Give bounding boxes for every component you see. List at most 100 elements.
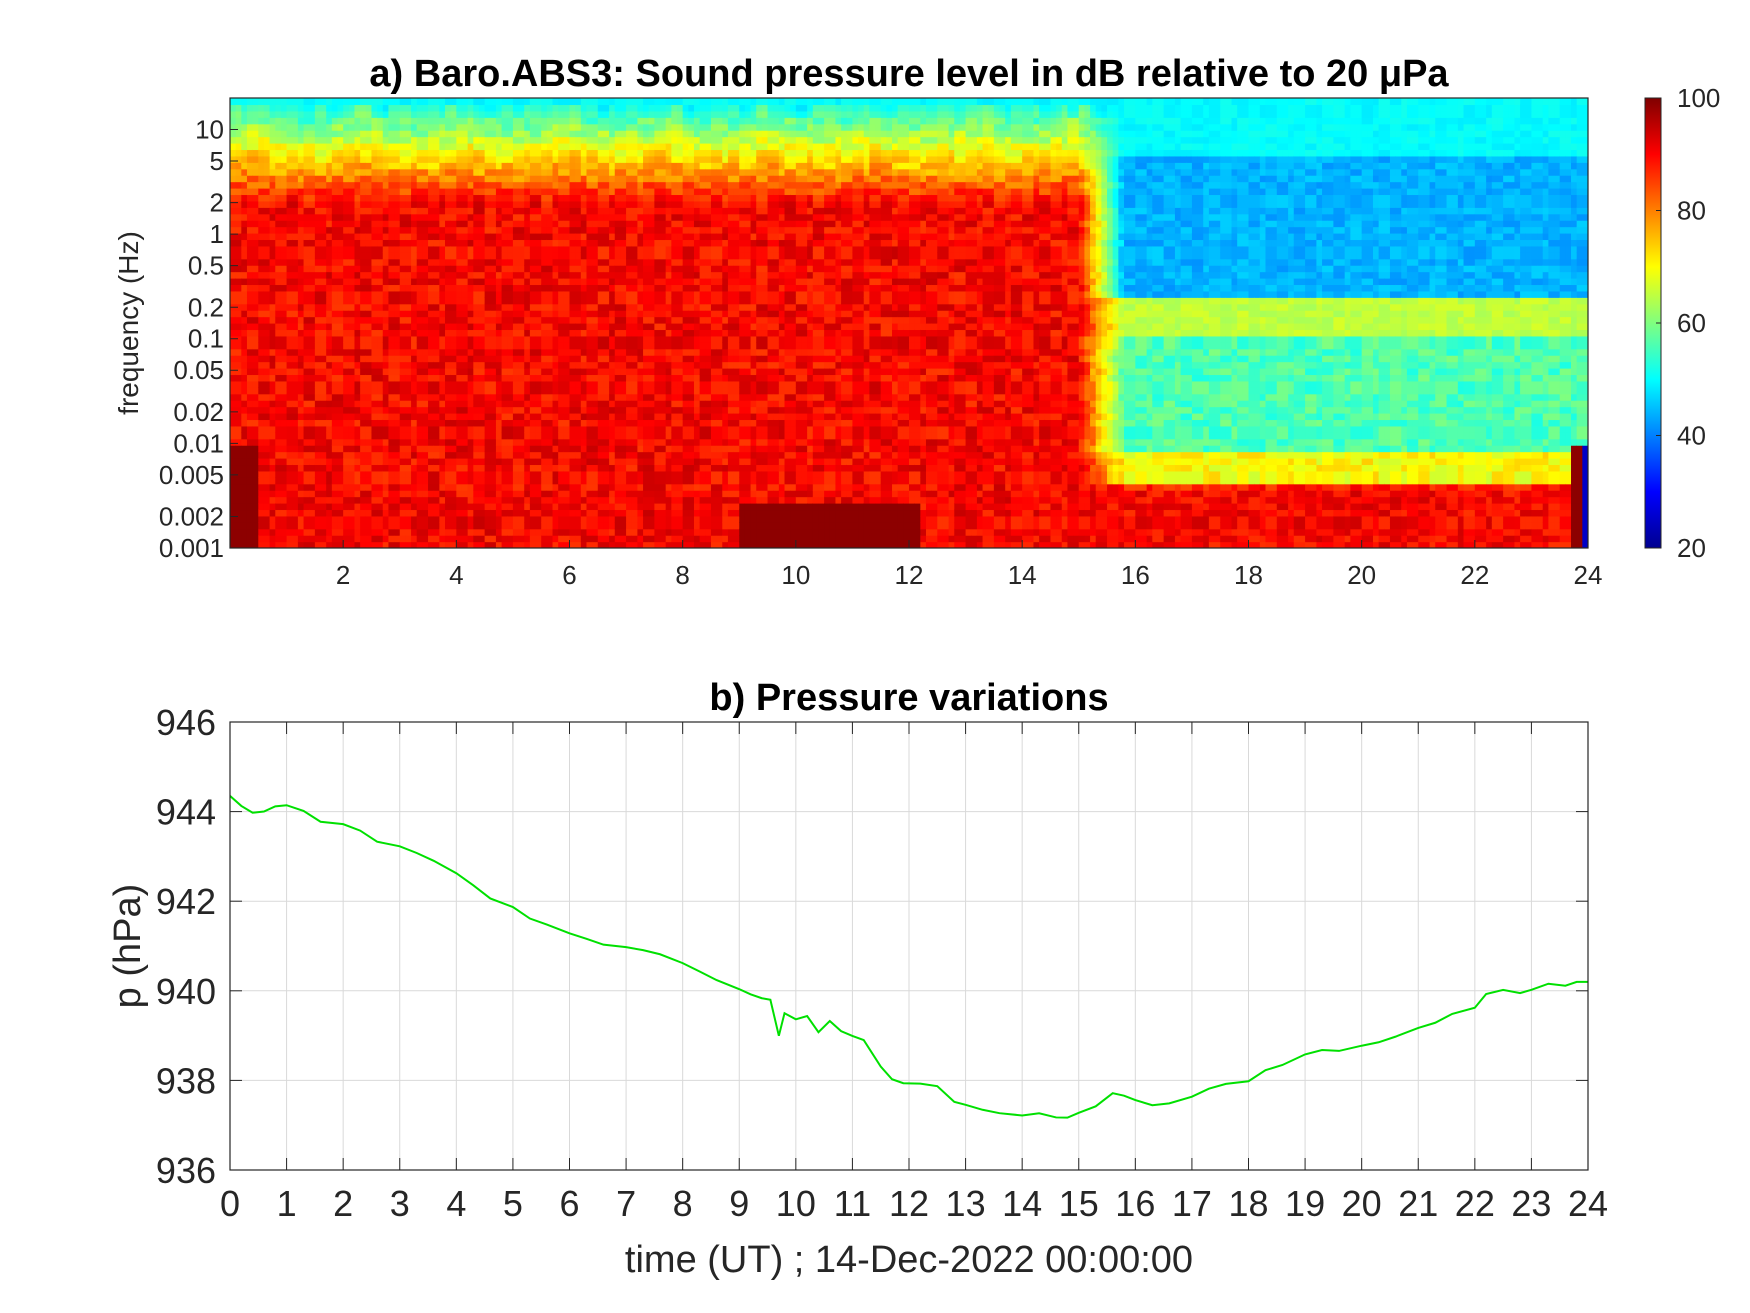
heatmap-cell xyxy=(394,117,401,125)
heatmap-cell xyxy=(252,522,259,530)
heatmap-cell xyxy=(490,110,497,118)
heatmap-cell xyxy=(507,265,514,273)
heatmap-cell xyxy=(507,181,514,189)
heatmap-cell xyxy=(541,541,548,548)
heatmap-cell xyxy=(495,284,503,292)
heatmap-cell xyxy=(394,425,401,433)
heatmap-cell xyxy=(626,483,633,491)
heatmap-cell xyxy=(269,239,276,247)
heatmap-cell xyxy=(535,258,542,266)
heatmap-cell xyxy=(575,252,582,260)
heatmap-cell xyxy=(343,541,350,548)
heatmap-cell xyxy=(286,335,293,343)
heatmap-cell xyxy=(575,130,582,138)
heatmap-cell xyxy=(456,310,463,318)
heatmap-cell xyxy=(309,329,316,337)
heatmap-cell xyxy=(252,432,259,440)
heatmap-cell xyxy=(326,342,333,350)
heatmap-cell xyxy=(592,477,599,485)
heatmap-cell xyxy=(529,380,537,388)
heatmap-cell xyxy=(235,207,242,215)
heatmap-cell xyxy=(331,445,339,453)
heatmap-cell xyxy=(439,329,446,337)
heatmap-cell xyxy=(263,181,271,189)
heatmap-cell xyxy=(631,509,638,517)
heatmap-cell xyxy=(326,541,333,548)
heatmap-cell xyxy=(484,226,491,234)
heatmap-cell xyxy=(377,130,384,138)
heatmap-cell xyxy=(377,413,384,421)
heatmap-cell xyxy=(609,303,616,311)
heatmap-cell xyxy=(348,425,356,433)
heatmap-cell xyxy=(399,278,407,286)
heatmap-cell xyxy=(235,413,242,421)
heatmap-cell xyxy=(507,361,514,369)
heatmap-cell xyxy=(354,387,361,395)
heatmap-cell xyxy=(326,123,333,131)
heatmap-cell xyxy=(428,355,435,363)
heatmap-cell xyxy=(433,329,440,337)
heatmap-cell xyxy=(337,175,344,183)
heatmap-cell xyxy=(246,464,254,472)
heatmap-cell xyxy=(620,374,627,382)
heatmap-cell xyxy=(354,477,361,485)
heatmap-cell xyxy=(603,175,610,183)
heatmap-cell xyxy=(411,143,418,151)
heatmap-cell xyxy=(377,451,384,459)
heatmap-cell xyxy=(626,438,633,446)
heatmap-cell xyxy=(314,194,322,202)
heatmap-cell xyxy=(592,297,599,305)
heatmap-cell xyxy=(411,425,418,433)
heatmap-cell xyxy=(252,181,259,189)
heatmap-cell xyxy=(597,355,605,363)
heatmap-cell xyxy=(552,425,559,433)
heatmap-cell xyxy=(597,239,605,247)
heatmap-cell xyxy=(354,374,361,382)
heatmap-cell xyxy=(388,252,395,260)
heatmap-cell xyxy=(535,515,542,523)
heatmap-cell xyxy=(546,490,554,498)
heatmap-cell xyxy=(422,123,429,131)
heatmap-cell xyxy=(586,419,593,427)
heatmap-cell xyxy=(303,117,310,125)
heatmap-cell xyxy=(456,458,463,466)
heatmap-cell xyxy=(388,310,395,318)
heatmap-cell xyxy=(275,464,282,472)
heatmap-cell xyxy=(512,110,520,118)
heatmap-cell xyxy=(286,368,293,376)
heatmap-cell xyxy=(535,117,542,125)
heatmap-cell xyxy=(586,335,593,343)
heatmap-cell xyxy=(535,528,542,536)
heatmap-cell xyxy=(439,400,446,408)
heatmap-cell xyxy=(263,200,271,208)
heatmap-cell xyxy=(309,136,316,144)
heatmap-cell xyxy=(297,123,305,131)
heatmap-cell xyxy=(382,406,390,414)
heatmap-cell xyxy=(309,445,316,453)
heatmap-cell xyxy=(303,104,310,112)
heatmap-cell xyxy=(235,200,242,208)
heatmap-cell xyxy=(371,213,378,221)
heatmap-cell xyxy=(529,541,537,548)
heatmap-cell xyxy=(529,278,537,286)
heatmap-cell xyxy=(422,535,429,543)
heatmap-cell xyxy=(603,490,610,498)
heatmap-cell xyxy=(569,335,576,343)
heatmap-cell xyxy=(518,535,525,543)
heatmap-cell xyxy=(597,316,605,324)
heatmap-cell xyxy=(241,226,248,234)
heatmap-cell xyxy=(252,342,259,350)
heatmap-cell xyxy=(473,470,480,478)
heatmap-cell xyxy=(354,98,361,106)
heatmap-cell xyxy=(563,541,571,548)
heatmap-cell xyxy=(603,98,610,106)
heatmap-cell xyxy=(320,258,327,266)
heatmap-cell xyxy=(354,194,361,202)
heatmap-cell xyxy=(343,265,350,273)
heatmap-cell xyxy=(280,470,288,478)
heatmap-cell xyxy=(258,162,265,170)
heatmap-cell xyxy=(467,470,474,478)
heatmap-cell xyxy=(592,258,599,266)
heatmap-cell xyxy=(280,130,288,138)
heatmap-cell xyxy=(399,310,407,318)
